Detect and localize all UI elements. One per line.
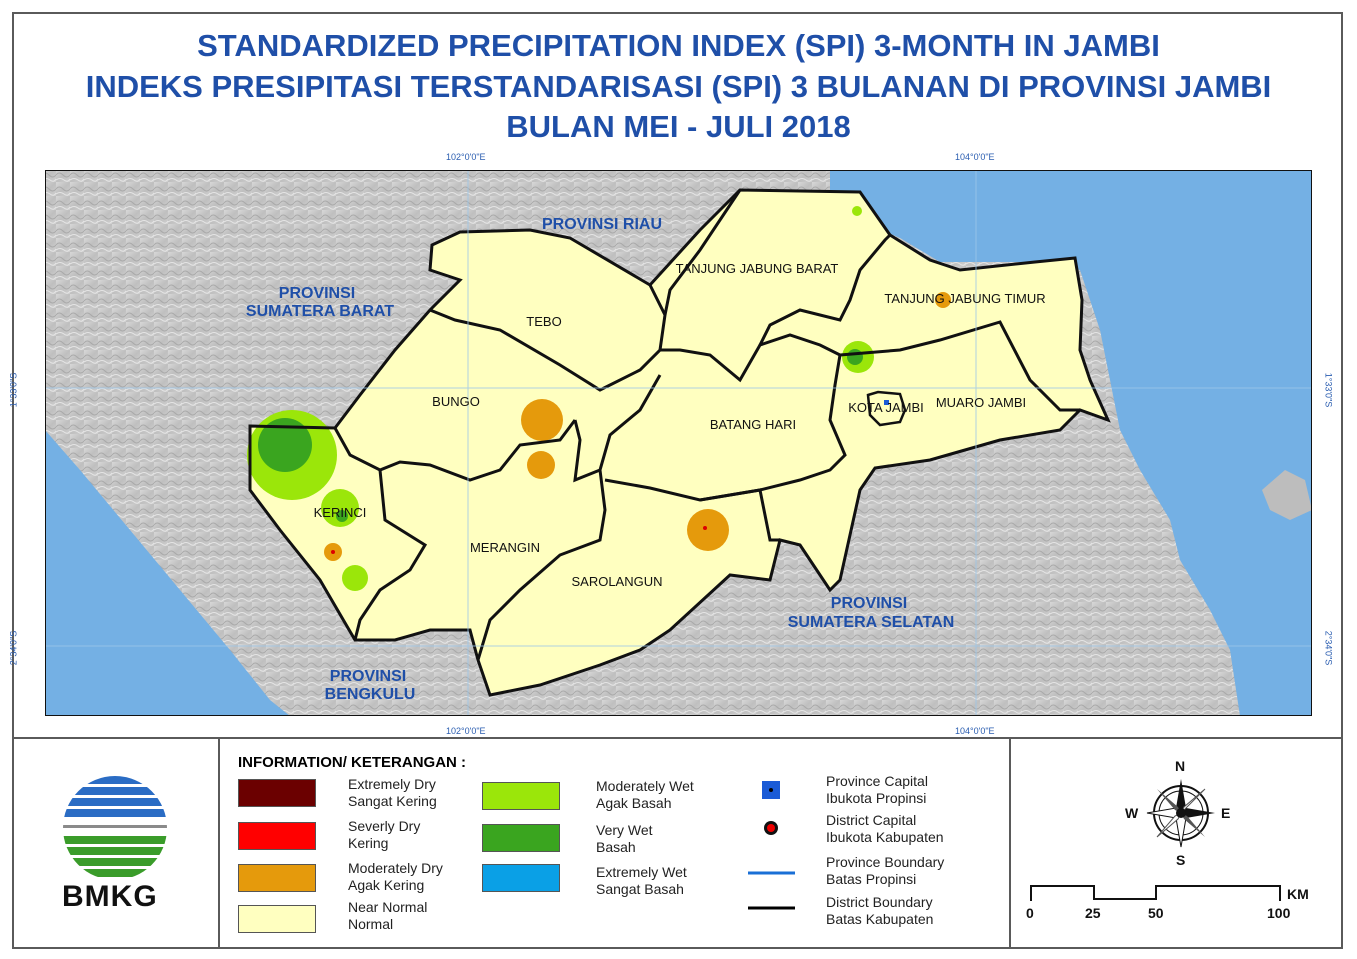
legend-divider-right [1009,738,1011,949]
label-merangin: MERANGIN [470,540,540,555]
label-sarolangun: SAROLANGUN [571,574,662,589]
coord-right-upper: 1°33'0"S [1323,372,1334,408]
label-kota-jambi: KOTA JAMBI [848,400,924,415]
bmkg-logo [63,776,167,877]
sea-west [45,430,290,716]
label-tanjung-jabung-barat: TANJUNG JABUNG BARAT [676,261,839,276]
label-provinsi-riau: PROVINSI RIAU [542,216,662,233]
district-capital-marker-kerinci [331,550,335,554]
legend-moderately-wet: Moderately Wet Agak Basah [596,778,694,811]
patch-moderately-wet-kerinci-2 [321,489,359,527]
scale-unit: KM [1287,886,1309,902]
coord-left-lower: 2°34'0"S [8,630,19,666]
coord-bottom-left: 102°0'0"E [446,726,486,736]
label-sumsel-2: SUMATERA SELATAN [788,614,955,631]
jambi-province [250,190,1108,695]
label-sumbar-2: SUMATERA BARAT [246,303,394,320]
label-kerinci: KERINCI [314,505,367,520]
coord-left-upper: 1°33'0"S [8,372,19,408]
coord-bottom-right: 104°0'0"E [955,726,995,736]
spi-map: TEBO BUNGO KERINCI MERANGIN SAROLANGUN B… [45,170,1312,716]
district-boundaries [248,188,1111,697]
scale-tick-0: 0 [1026,905,1034,921]
legend-province-boundary: Province Boundary Batas Propinsi [826,854,945,887]
island-east [1262,470,1312,520]
legend-symbols [748,781,795,910]
patch-moderately-wet-tjb [852,206,862,216]
compass-rose-icon [1146,779,1215,848]
patch-moderately-wet-kerinci-3 [342,565,368,591]
district-capital-marker-sarolangun [703,526,707,530]
swatch-moderately-wet [482,782,560,810]
swatch-near-normal [238,905,316,933]
scale-bar [1030,885,1281,901]
legend-province-capital: Province Capital Ibukota Propinsi [826,773,928,806]
legend-district-boundary: District Boundary Batas Kabupaten [826,894,934,927]
graticule [45,170,1312,716]
label-bengkulu-1: PROVINSI [330,668,406,685]
patch-moderately-dry-merangin [527,451,555,479]
legend-moderately-dry: Moderately Dry Agak Kering [348,860,443,893]
legend-top-divider [12,737,1343,739]
province-capital-marker [884,400,889,405]
label-bungo: BUNGO [432,394,480,409]
label-sumsel-1: PROVINSI [831,595,907,612]
compass-east: E [1221,805,1231,821]
map-frame [12,12,1343,949]
swatch-moderately-dry [238,864,316,892]
coord-right-lower: 2°34'0"S [1323,630,1334,666]
label-muaro-jambi: MUARO JAMBI [936,395,1026,410]
legend-very-wet: Very Wet Basah [596,822,653,855]
legend-district-capital: District Capital Ibukota Kabupaten [826,812,944,845]
scale-tick-50: 50 [1148,905,1164,921]
patch-very-wet-kerinci-2 [336,510,348,522]
label-tanjung-jabung-timur: TANJUNG JABUNG TIMUR [884,291,1045,306]
compass-west: W [1125,805,1139,821]
legend-severly-dry: Severly Dry Kering [348,818,421,851]
swatch-very-wet [482,824,560,852]
scale-tick-25: 25 [1085,905,1101,921]
label-sumbar-1: PROVINSI [279,285,355,302]
swatch-extremely-dry [238,779,316,807]
swatch-extremely-wet [482,864,560,892]
compass-south: S [1176,852,1186,868]
patch-moderately-dry-tjt [935,292,951,308]
legend-near-normal: Near Normal Normal [348,899,428,932]
bmkg-logo-text: BMKG [62,880,158,913]
title-line-2: INDEKS PRESIPITASI TERSTANDARISASI (SPI)… [85,69,1272,104]
compass-north: N [1175,758,1186,774]
label-batang-hari: BATANG HARI [710,417,796,432]
title-line-1: STANDARDIZED PRECIPITATION INDEX (SPI) 3… [197,28,1160,63]
patch-very-wet-kerinci [258,418,312,472]
patch-moderately-dry-sarolangun [687,509,729,551]
patch-moderately-dry-bungo [521,399,563,441]
label-tebo: TEBO [526,314,561,329]
legend-divider-left [218,738,220,949]
swatch-severly-dry [238,822,316,850]
patch-very-wet-muaro [847,349,863,365]
scale-tick-100: 100 [1267,905,1291,921]
legend-extremely-dry: Extremely Dry Sangat Kering [348,776,437,809]
coord-top-right: 104°0'0"E [955,152,995,162]
legend-title: INFORMATION/ KETERANGAN : [238,754,467,771]
coord-top-left: 102°0'0"E [446,152,486,162]
label-bengkulu-2: BENGKULU [325,686,416,703]
title-line-3: BULAN MEI - JULI 2018 [506,109,851,144]
legend-extremely-wet: Extremely Wet Sangat Basah [596,864,687,897]
